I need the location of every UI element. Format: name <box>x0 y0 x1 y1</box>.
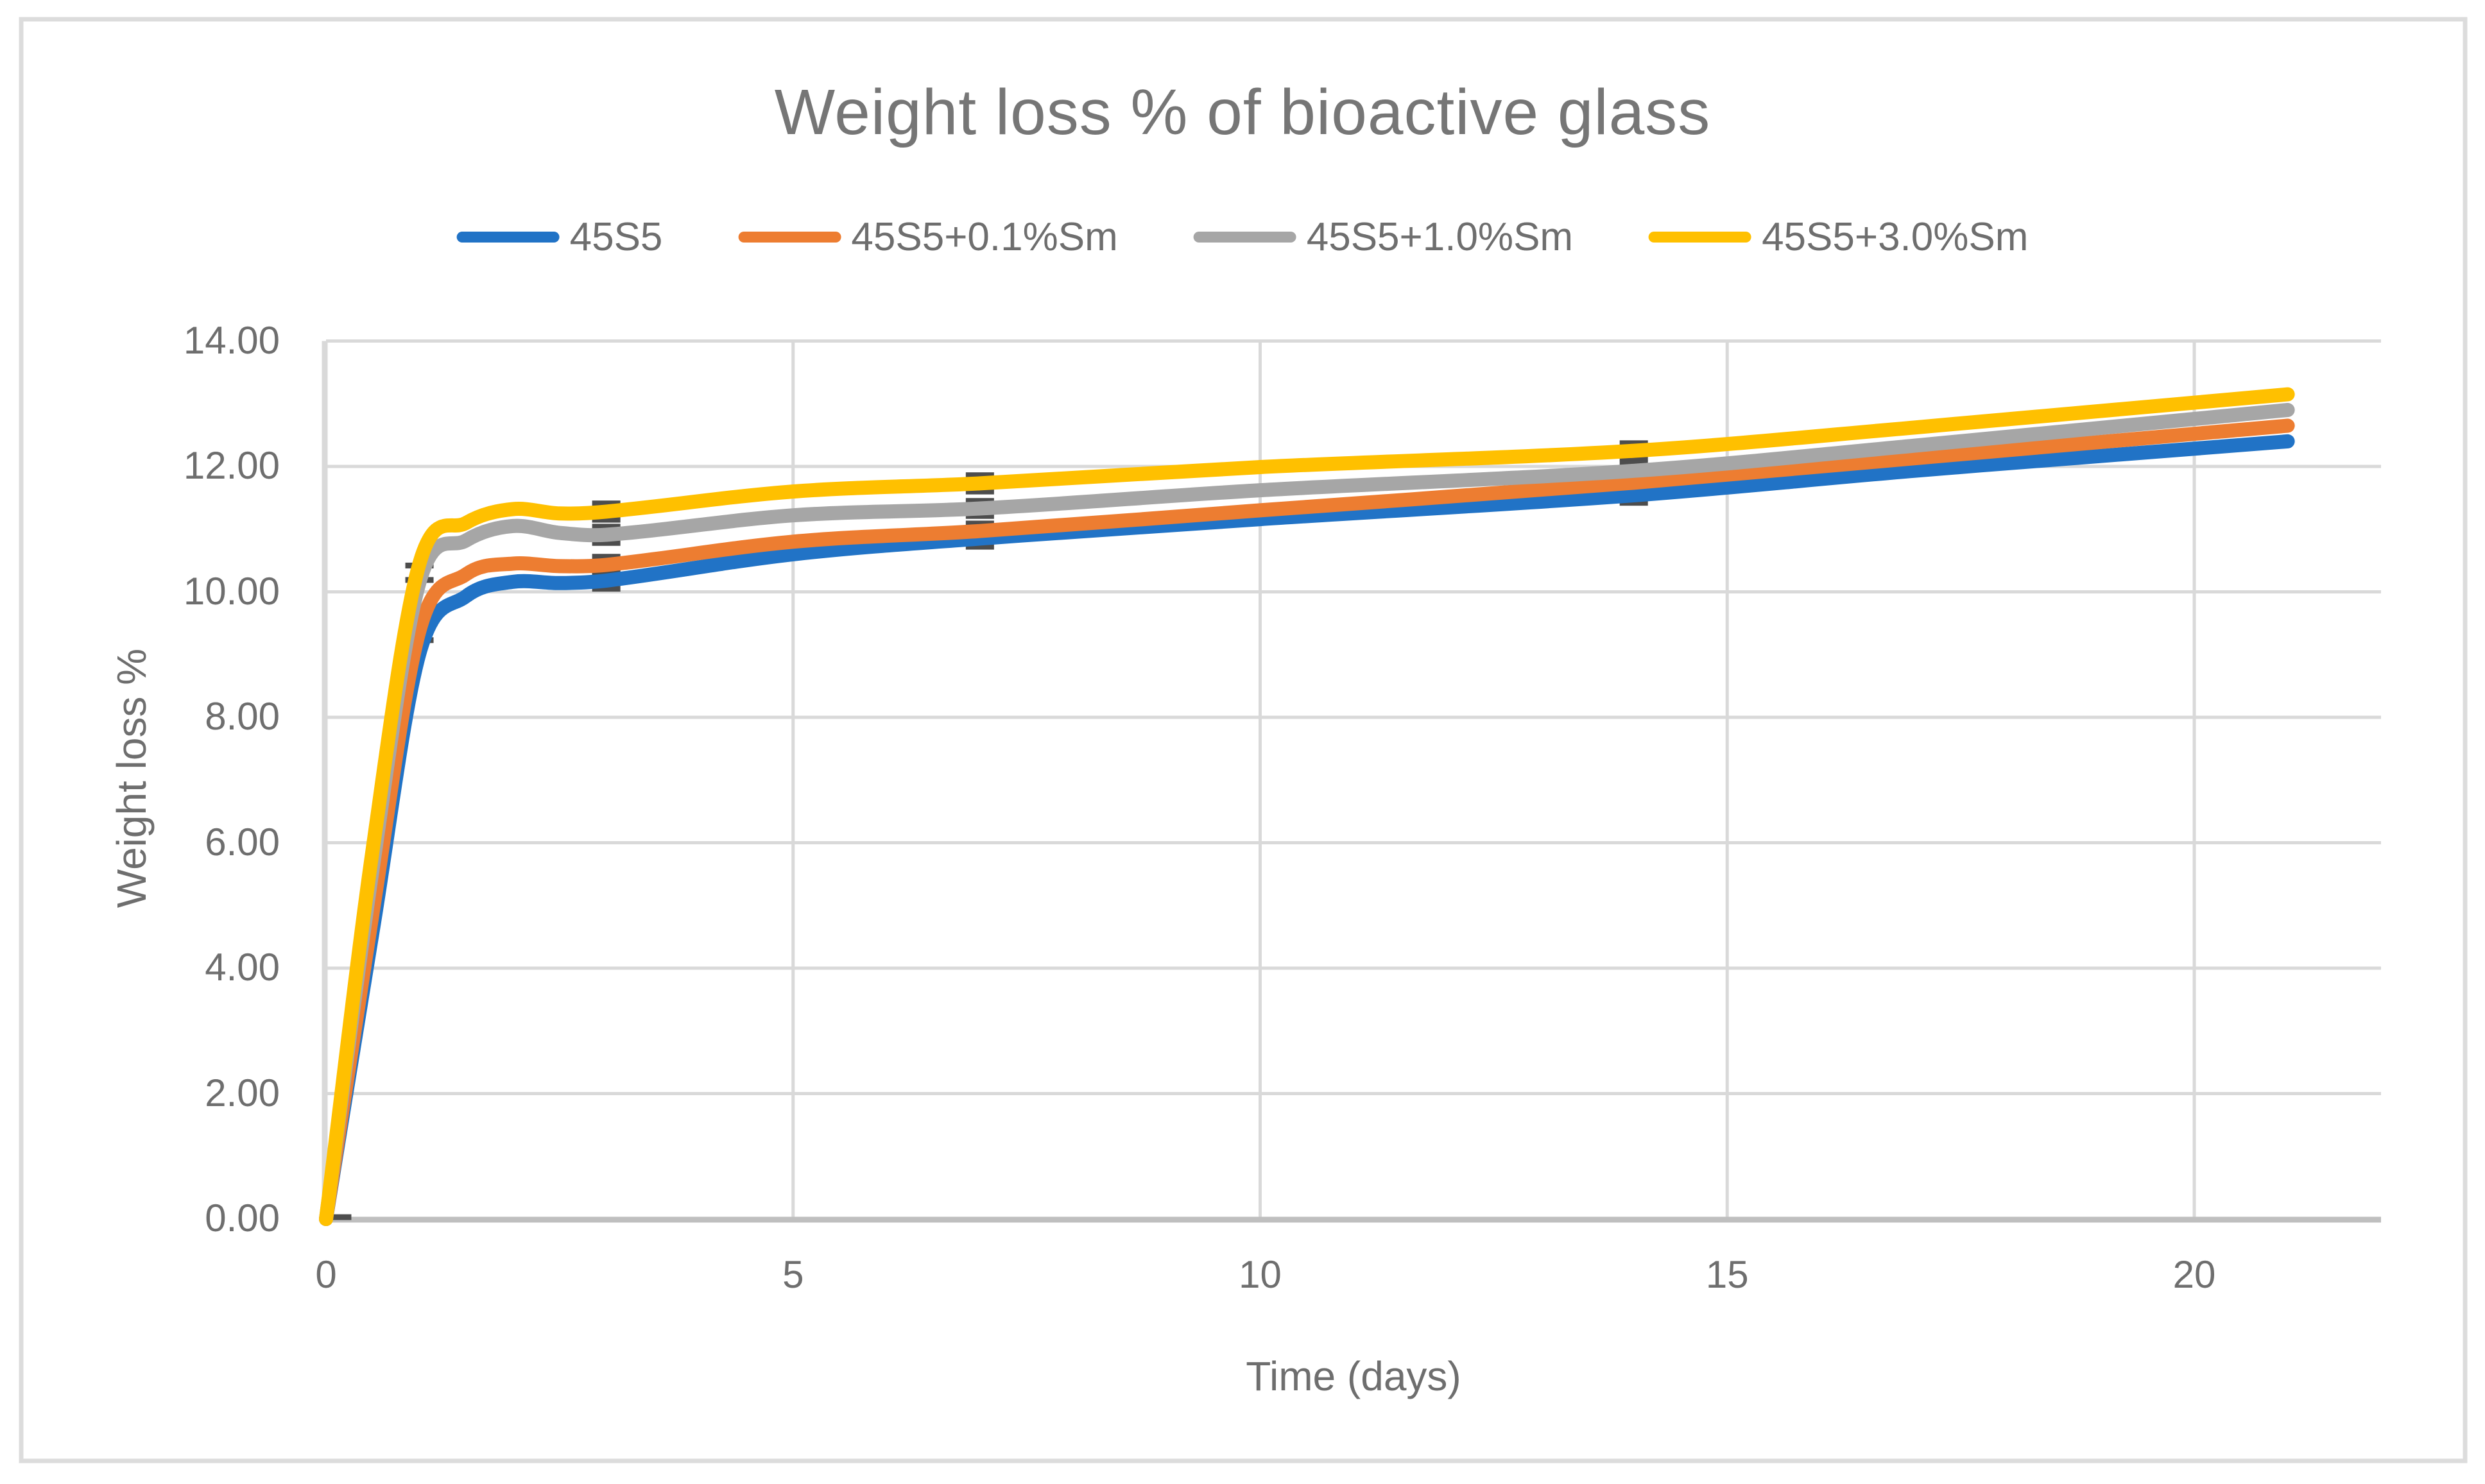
legend-swatch-icon <box>738 232 841 243</box>
series-line-45S5+3.0%Sm <box>319 387 2295 1226</box>
legend-item-45S5+0.1%Sm: 45S5+0.1%Sm <box>738 214 1118 260</box>
legend-label: 45S5+3.0%Sm <box>1762 215 2029 259</box>
legend-item-45S5+1.0%Sm: 45S5+1.0%Sm <box>1193 214 1574 260</box>
error-cap <box>1619 500 1648 506</box>
legend-item-45S5: 45S5 <box>456 214 663 260</box>
x-tick-label: 20 <box>2172 1253 2216 1296</box>
x-tick-label: 10 <box>1239 1253 1282 1296</box>
y-tick-label: 8.00 <box>205 695 280 738</box>
error-cap <box>1619 460 1648 466</box>
y-tick-label: 6.00 <box>205 820 280 864</box>
series-curves <box>319 387 2295 1226</box>
error-cap <box>965 543 994 550</box>
y-tick-label: 0.00 <box>205 1197 280 1240</box>
error-cap <box>592 554 621 560</box>
x-axis-title: Time (days) <box>1246 1353 1461 1399</box>
error-cap <box>965 498 994 504</box>
error-cap <box>1619 455 1648 461</box>
legend-label: 45S5 <box>569 215 663 259</box>
x-tick-label: 15 <box>1705 1253 1749 1296</box>
error-cap <box>592 524 621 530</box>
gridlines <box>326 339 2381 1219</box>
error-cap <box>965 488 994 495</box>
y-tick-label: 4.00 <box>205 946 280 989</box>
series-line-45S5+0.1%Sm <box>319 418 2295 1226</box>
error-cap <box>592 569 621 576</box>
legend-swatch-icon <box>1193 232 1296 243</box>
y-tick-label: 12.00 <box>183 444 280 487</box>
y-tick-label: 14.00 <box>183 318 280 362</box>
y-axis-title: Weight loss % <box>108 648 155 908</box>
error-cap <box>592 516 621 523</box>
error-cap <box>592 586 621 592</box>
figure-border-rect <box>19 17 2468 1463</box>
x-tick-label: 0 <box>315 1253 337 1296</box>
error-cap <box>965 472 994 479</box>
series-line-45S5+1.0%Sm <box>319 403 2295 1226</box>
error-cap <box>965 513 994 519</box>
error-cap <box>1619 440 1648 447</box>
error-cap <box>592 540 621 546</box>
legend-label: 45S5+1.0%Sm <box>1306 215 1574 259</box>
y-tick-label: 10.00 <box>183 569 280 613</box>
x-tick-label: 5 <box>782 1253 804 1296</box>
error-cap <box>965 520 994 527</box>
legend-item-45S5+3.0%Sm: 45S5+3.0%Sm <box>1649 214 2028 260</box>
legend-swatch-icon <box>456 232 560 243</box>
error-cap <box>323 1214 352 1220</box>
y-tick-label: 2.00 <box>205 1071 280 1114</box>
chart-title: Weight loss % of bioactive glass <box>774 76 1711 148</box>
legend: 45S5 45S5+0.1%Sm 45S5+1.0%Sm 45S5+3.0%Sm <box>456 214 2028 260</box>
legend-swatch-icon <box>1649 232 1752 243</box>
legend-label: 45S5+0.1%Sm <box>851 215 1118 259</box>
figure-border <box>19 17 2468 1463</box>
axis-lines <box>322 341 2381 1223</box>
error-cap <box>592 500 621 507</box>
